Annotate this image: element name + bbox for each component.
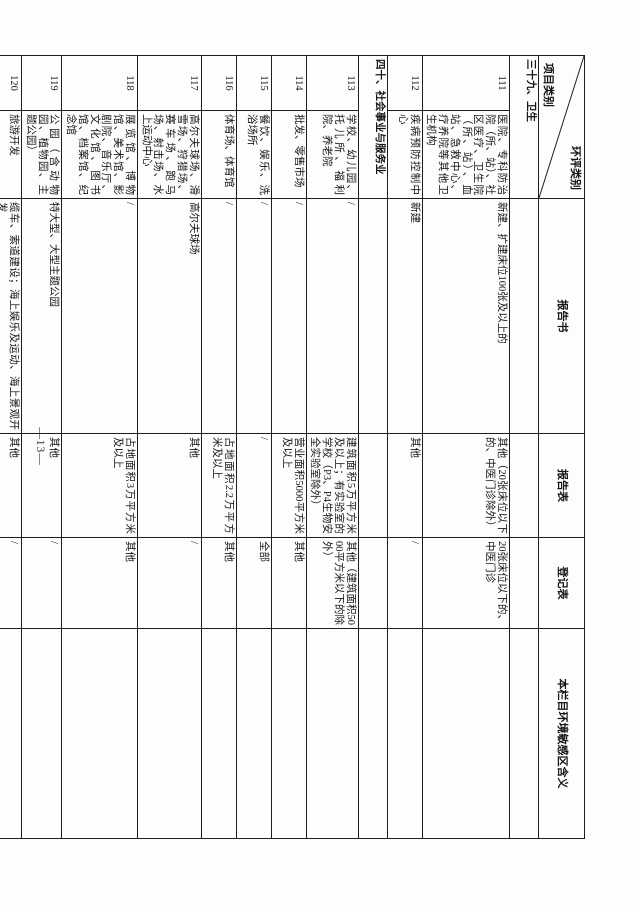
meaning-cell [306, 628, 359, 839]
row-number-cell: 115 [236, 55, 272, 111]
project-name-cell: 展览馆、博物馆、美术馆、影剧院、音乐厅、文化馆、图书馆、档案馆、纪念馆 [62, 110, 138, 199]
section-empty-cell-meaning [358, 628, 388, 839]
table-row: 115 餐饮、娱乐、洗浴场所 / / 全部 [236, 55, 272, 839]
table-row: 120 旅游开发 缆车、索道建设；海上娱乐及运动、海上景观开发 其他 / [0, 55, 22, 839]
table-body: 三十九、卫生 111 医院、专科防治院（所、站）、社区医疗、卫生院（所、站）、血站、… [0, 55, 539, 839]
report-book-cell: / [236, 198, 272, 434]
header-row: 环评类别 项目类别 报告书 报告表 登记表 本栏目环境敏感区含义 [538, 55, 585, 839]
section-empty-cell-report-book [509, 198, 539, 434]
section-empty-cell-registration-form [358, 537, 388, 629]
section-label: 四十、社会事业与服务业 [358, 55, 388, 199]
row-number-cell: 117 [137, 55, 202, 111]
section-empty-cell-report-form [358, 433, 388, 538]
project-name-cell: 旅游开发 [0, 110, 22, 199]
row-number-cell: 116 [201, 55, 237, 111]
meaning-cell [201, 628, 237, 839]
report-book-cell: / [306, 198, 359, 434]
project-name-cell: 高尔夫球场、滑雪场、狩猎场、赛车场、跑马场、射击场、水上运动中心 [137, 110, 202, 199]
registration-form-cell: 其他 [62, 537, 138, 629]
report-book-cell: / [271, 198, 307, 434]
table-row: 116 体育场、体育馆 / 占地面积2.2万平方米及以上 其他 [201, 55, 237, 839]
registration-form-cell: 其他 [201, 537, 237, 629]
report-form-cell: 其他 [0, 433, 22, 538]
table-row: 113 学校、幼儿园、托儿所、福利院、养老院 / 建筑面积5万平方米及以上；有实验室的… [306, 55, 359, 839]
report-form-cell: 其他 [137, 433, 202, 538]
row-number-cell: 113 [306, 55, 359, 111]
table-row: 114 批发、零售市场 / 营业面积5000平方米及以上 其他 [271, 55, 307, 839]
project-name-cell: 学校、幼儿园、托儿所、福利院、养老院 [306, 110, 359, 199]
report-form-cell: 营业面积5000平方米及以上 [271, 433, 307, 538]
report-form-cell: 其他（20张床位以下的、中医门诊除外） [422, 433, 510, 538]
project-name-cell: 疾病预防控制中心 [387, 110, 423, 199]
table-row: 117 高尔夫球场、滑雪场、狩猎场、赛车场、跑马场、射击场、水上运动中心 高尔夫球场… [137, 55, 202, 839]
corner-row-axis-label: 项目类别 [542, 63, 555, 107]
registration-form-cell: 其他（建筑面积5000平方米以下的除外） [306, 537, 359, 629]
row-number-cell: 114 [271, 55, 307, 111]
registration-form-cell: / [387, 537, 423, 629]
row-number-cell: 120 [0, 55, 22, 111]
project-name-cell: 餐饮、娱乐、洗浴场所 [236, 110, 272, 199]
report-book-cell: 高尔夫球场 [137, 198, 202, 434]
section-row: 四十、社会事业与服务业 [358, 55, 388, 839]
table-row: 118 展览馆、博物馆、美术馆、影剧院、音乐厅、文化馆、图书馆、档案馆、纪念馆 / 占… [62, 55, 138, 839]
col-header-report-book: 报告书 [538, 198, 585, 434]
meaning-cell [62, 628, 138, 839]
page-number: —13— [34, 427, 46, 466]
meaning-cell [236, 628, 272, 839]
registration-form-cell: 20张床位以下的、中医门诊 [422, 537, 510, 629]
row-number-cell: 118 [62, 55, 138, 111]
section-empty-cell-report-form [509, 433, 539, 538]
report-book-cell: / [62, 198, 138, 434]
eia-category-table: 环评类别 项目类别 报告书 报告表 登记表 本栏目环境敏感区含义 三十九、卫生 1… [0, 55, 585, 839]
section-empty-cell-meaning [509, 628, 539, 839]
table-row: 111 医院、专科防治院（所、站）、社区医疗、卫生院（所、站）、血站、急救中心、疗… [422, 55, 510, 839]
report-book-cell: 新建 [387, 198, 423, 434]
meaning-cell [271, 628, 307, 839]
section-empty-cell-report-book [358, 198, 388, 434]
col-header-sensitive-area-meaning: 本栏目环境敏感区含义 [538, 628, 585, 839]
report-book-cell: 缆车、索道建设；海上娱乐及运动、海上景观开发 [0, 198, 22, 434]
meaning-cell [422, 628, 510, 839]
registration-form-cell: 全部 [236, 537, 272, 629]
registration-form-cell: / [137, 537, 202, 629]
table-row: 112 疾病预防控制中心 新建 其他 / [387, 55, 423, 839]
report-book-cell: / [201, 198, 237, 434]
section-row: 三十九、卫生 [509, 55, 539, 839]
report-form-cell: 其他 [387, 433, 423, 538]
registration-form-cell: 其他 [271, 537, 307, 629]
report-form-cell: 占地面积2.2万平方米及以上 [201, 433, 237, 538]
col-header-registration-form: 登记表 [538, 537, 585, 629]
section-label: 三十九、卫生 [509, 55, 539, 199]
report-book-cell: 新建、扩建床位100张及以上的 [422, 198, 510, 434]
report-form-cell: 建筑面积5万平方米及以上；有实验室的学校（P3、P4生物安全实验室除外） [306, 433, 359, 538]
project-name-cell: 体育场、体育馆 [201, 110, 237, 199]
corner-header-cell: 环评类别 项目类别 [538, 55, 585, 199]
registration-form-cell: / [0, 537, 22, 629]
meaning-cell [137, 628, 202, 839]
meaning-cell [387, 628, 423, 839]
diagonal-line-icon [539, 56, 584, 198]
col-header-report-form: 报告表 [538, 433, 585, 538]
row-number-cell: 111 [422, 55, 510, 111]
section-empty-cell-registration-form [509, 537, 539, 629]
corner-column-axis-label: 环评类别 [569, 146, 581, 190]
report-form-cell: / [236, 433, 272, 538]
project-name-cell: 批发、零售市场 [271, 110, 307, 199]
report-form-cell: 占地面积3万平方米及以上 [62, 433, 138, 538]
row-number-cell: 112 [387, 55, 423, 111]
meaning-cell [0, 628, 22, 839]
project-name-cell: 医院、专科防治院（所、站）、社区医疗、卫生院（所、站）、血站、急救中心、疗养院等… [422, 110, 510, 199]
